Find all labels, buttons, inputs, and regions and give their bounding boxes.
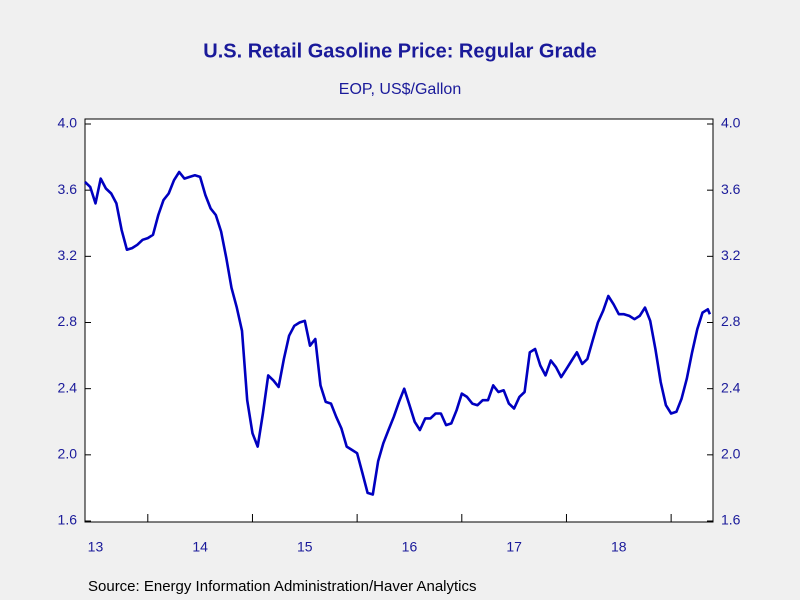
x-tick-label: 15 [297, 539, 313, 555]
x-tick-label: 18 [611, 539, 627, 555]
y-tick-label: 2.4 [58, 379, 78, 395]
plot-area [84, 118, 714, 523]
chart-title: U.S. Retail Gasoline Price: Regular Grad… [203, 40, 596, 62]
x-tick-label: 14 [192, 539, 208, 555]
price-line [84, 170, 712, 496]
y2-tick-label: 2.4 [721, 379, 741, 395]
x-tick-label: 17 [506, 539, 522, 555]
y2-tick-label: 3.6 [721, 181, 741, 197]
x-tick-label: 13 [88, 539, 104, 555]
y2-tick-label: 2.0 [721, 446, 741, 462]
y2-tick-label: 4.0 [721, 115, 741, 131]
chart-subtitle: EOP, US$/Gallon [339, 81, 461, 98]
source-note: Source: Energy Information Administratio… [88, 578, 477, 595]
y-tick-label: 4.0 [58, 115, 78, 131]
x-tick-label: 16 [402, 539, 418, 555]
y-tick-label: 3.6 [58, 181, 78, 197]
y-tick-label: 3.2 [58, 247, 78, 263]
y-tick-label: 1.6 [58, 512, 78, 528]
y2-tick-label: 1.6 [721, 512, 741, 528]
y2-tick-label: 3.2 [721, 247, 741, 263]
y-tick-label: 2.0 [58, 446, 78, 462]
y-tick-label: 2.8 [58, 313, 78, 329]
y2-tick-label: 2.8 [721, 313, 741, 329]
